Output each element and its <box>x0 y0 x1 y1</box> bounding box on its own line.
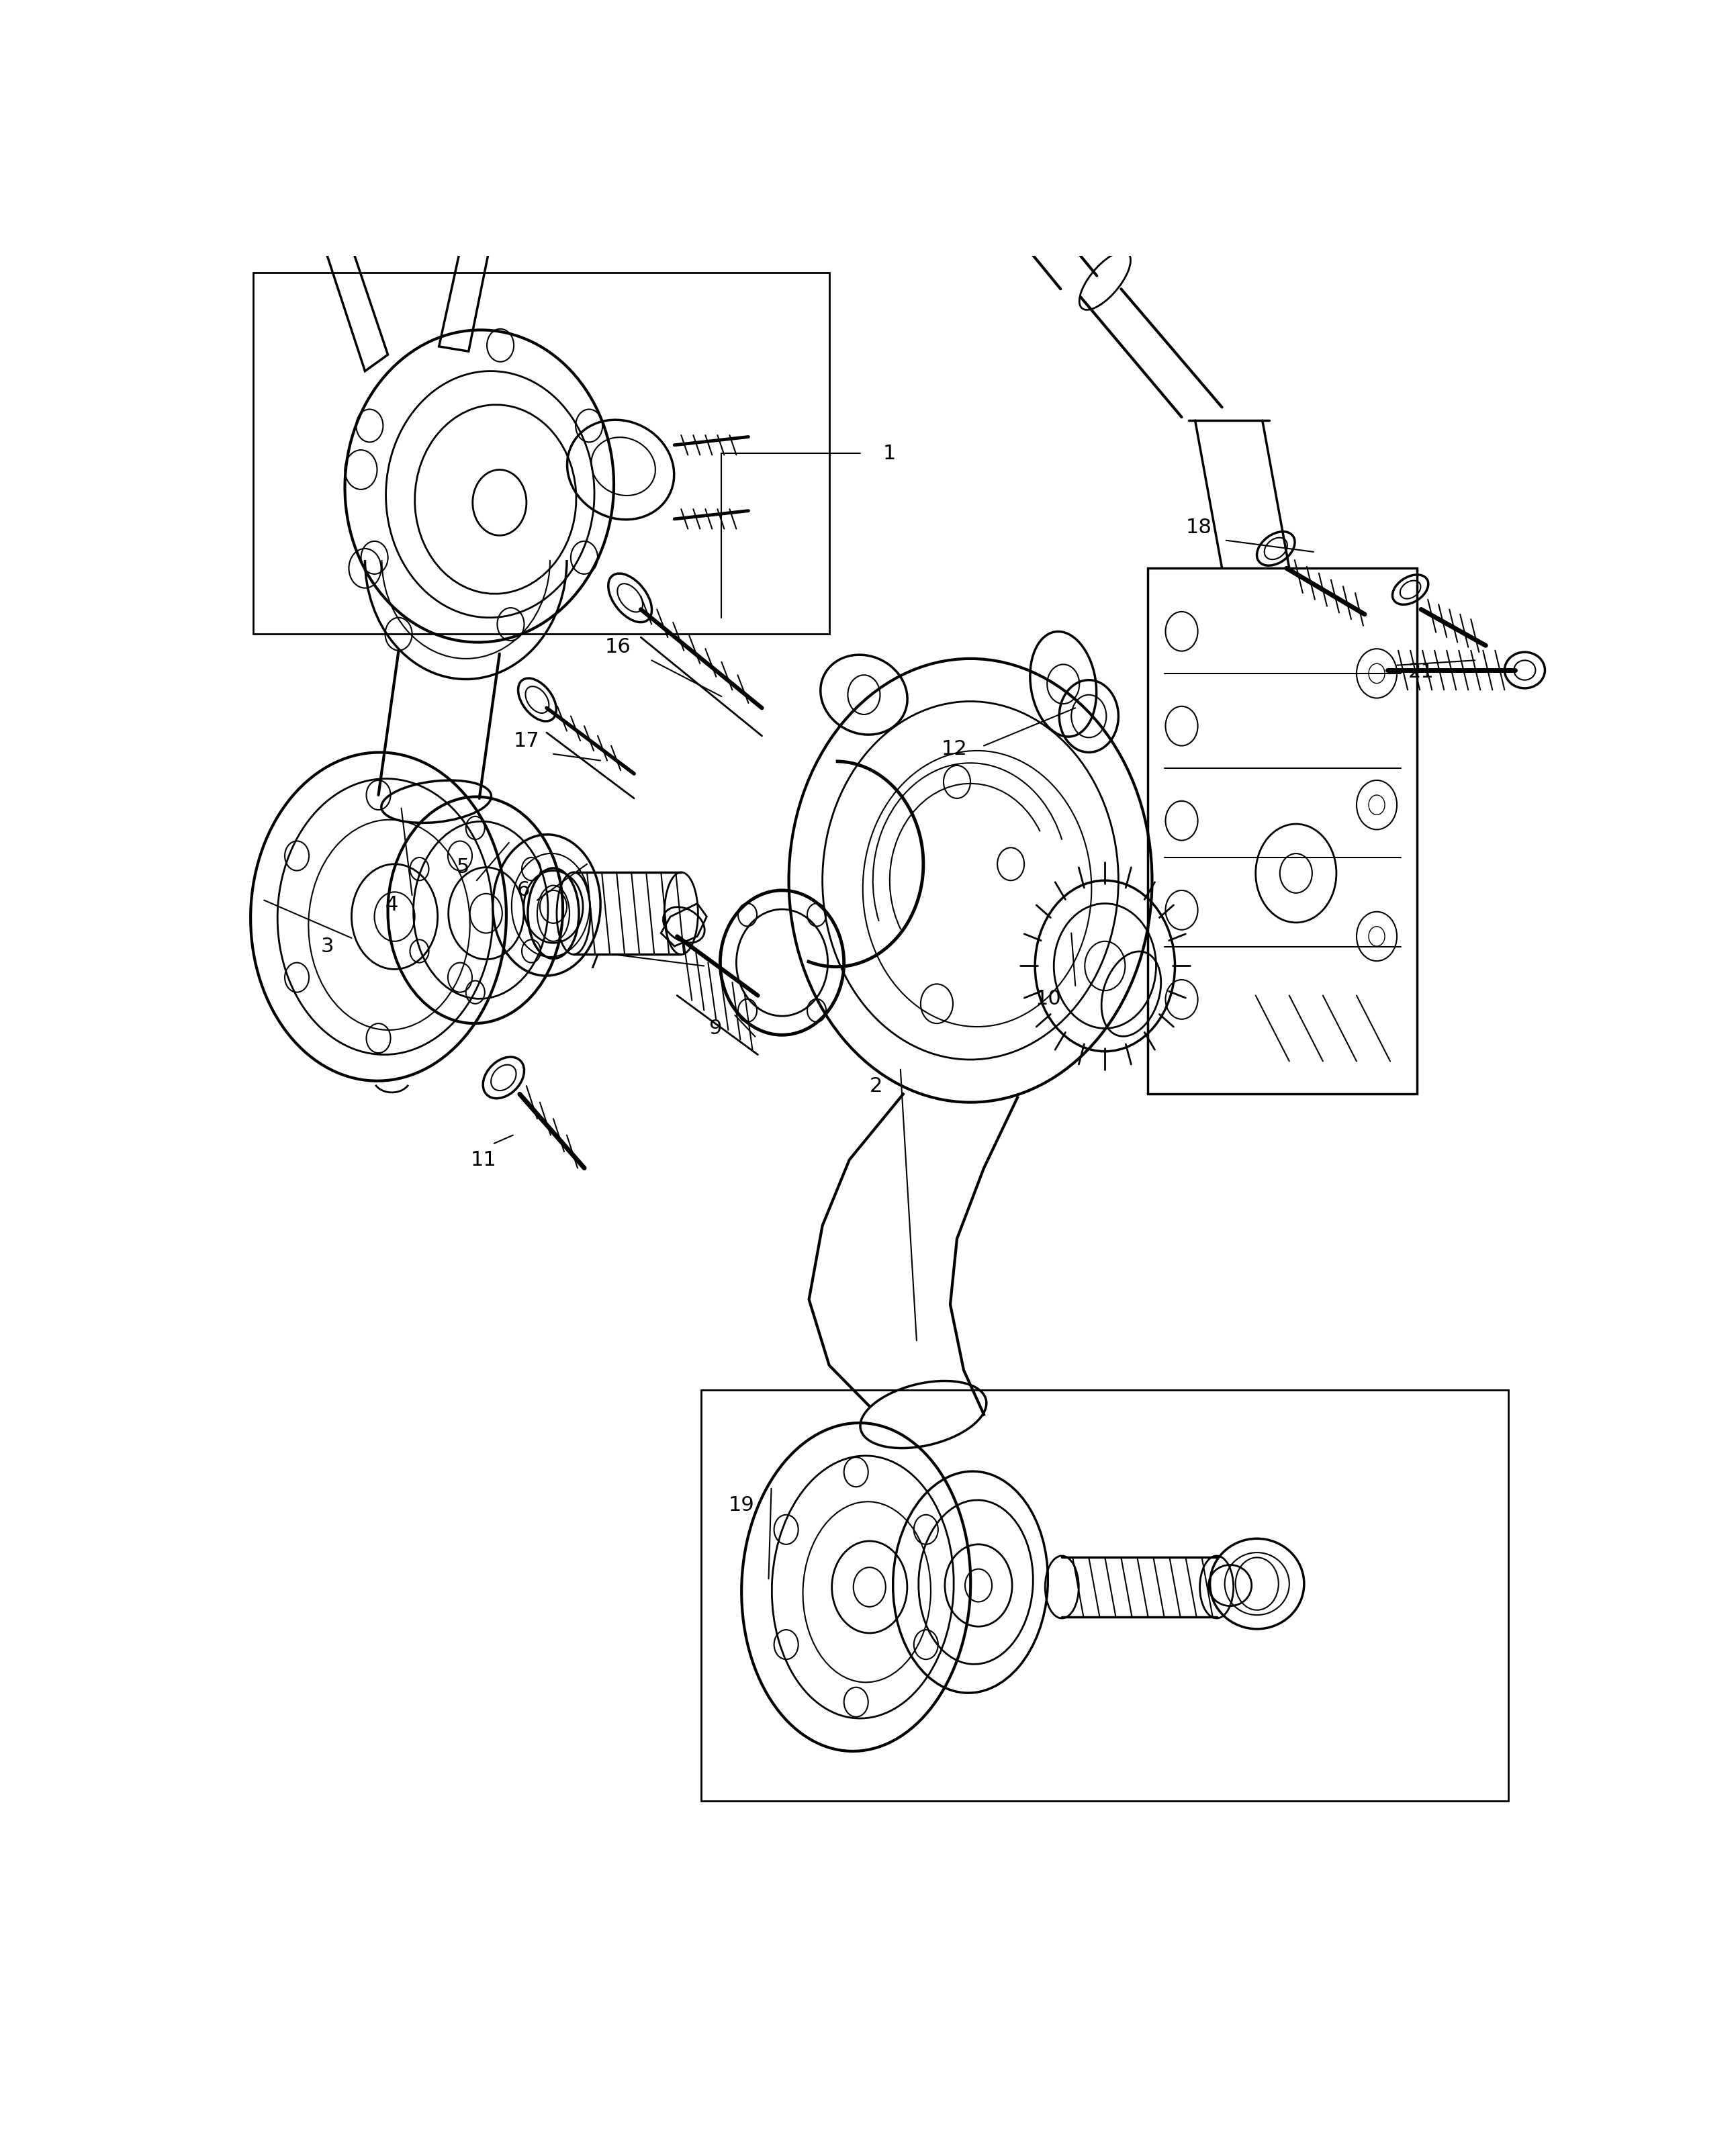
Text: 19: 19 <box>729 1496 755 1515</box>
Text: 16: 16 <box>604 638 630 657</box>
Text: 18: 18 <box>1186 516 1212 538</box>
Text: 9: 9 <box>708 1018 720 1037</box>
Text: 21: 21 <box>1408 662 1434 681</box>
Text: 1: 1 <box>884 444 896 463</box>
Text: 2: 2 <box>870 1076 882 1095</box>
Text: 3: 3 <box>321 937 333 956</box>
Bar <box>1147 568 1417 1095</box>
Text: 10: 10 <box>1035 988 1061 1009</box>
Text: 12: 12 <box>941 738 967 760</box>
Text: 6: 6 <box>517 881 529 901</box>
Text: 7: 7 <box>587 954 601 973</box>
Bar <box>253 273 830 634</box>
Text: 17: 17 <box>514 732 540 751</box>
Text: 4: 4 <box>385 896 398 915</box>
Text: 11: 11 <box>470 1150 496 1169</box>
Bar <box>701 1389 1509 1801</box>
Text: 5: 5 <box>457 858 470 877</box>
